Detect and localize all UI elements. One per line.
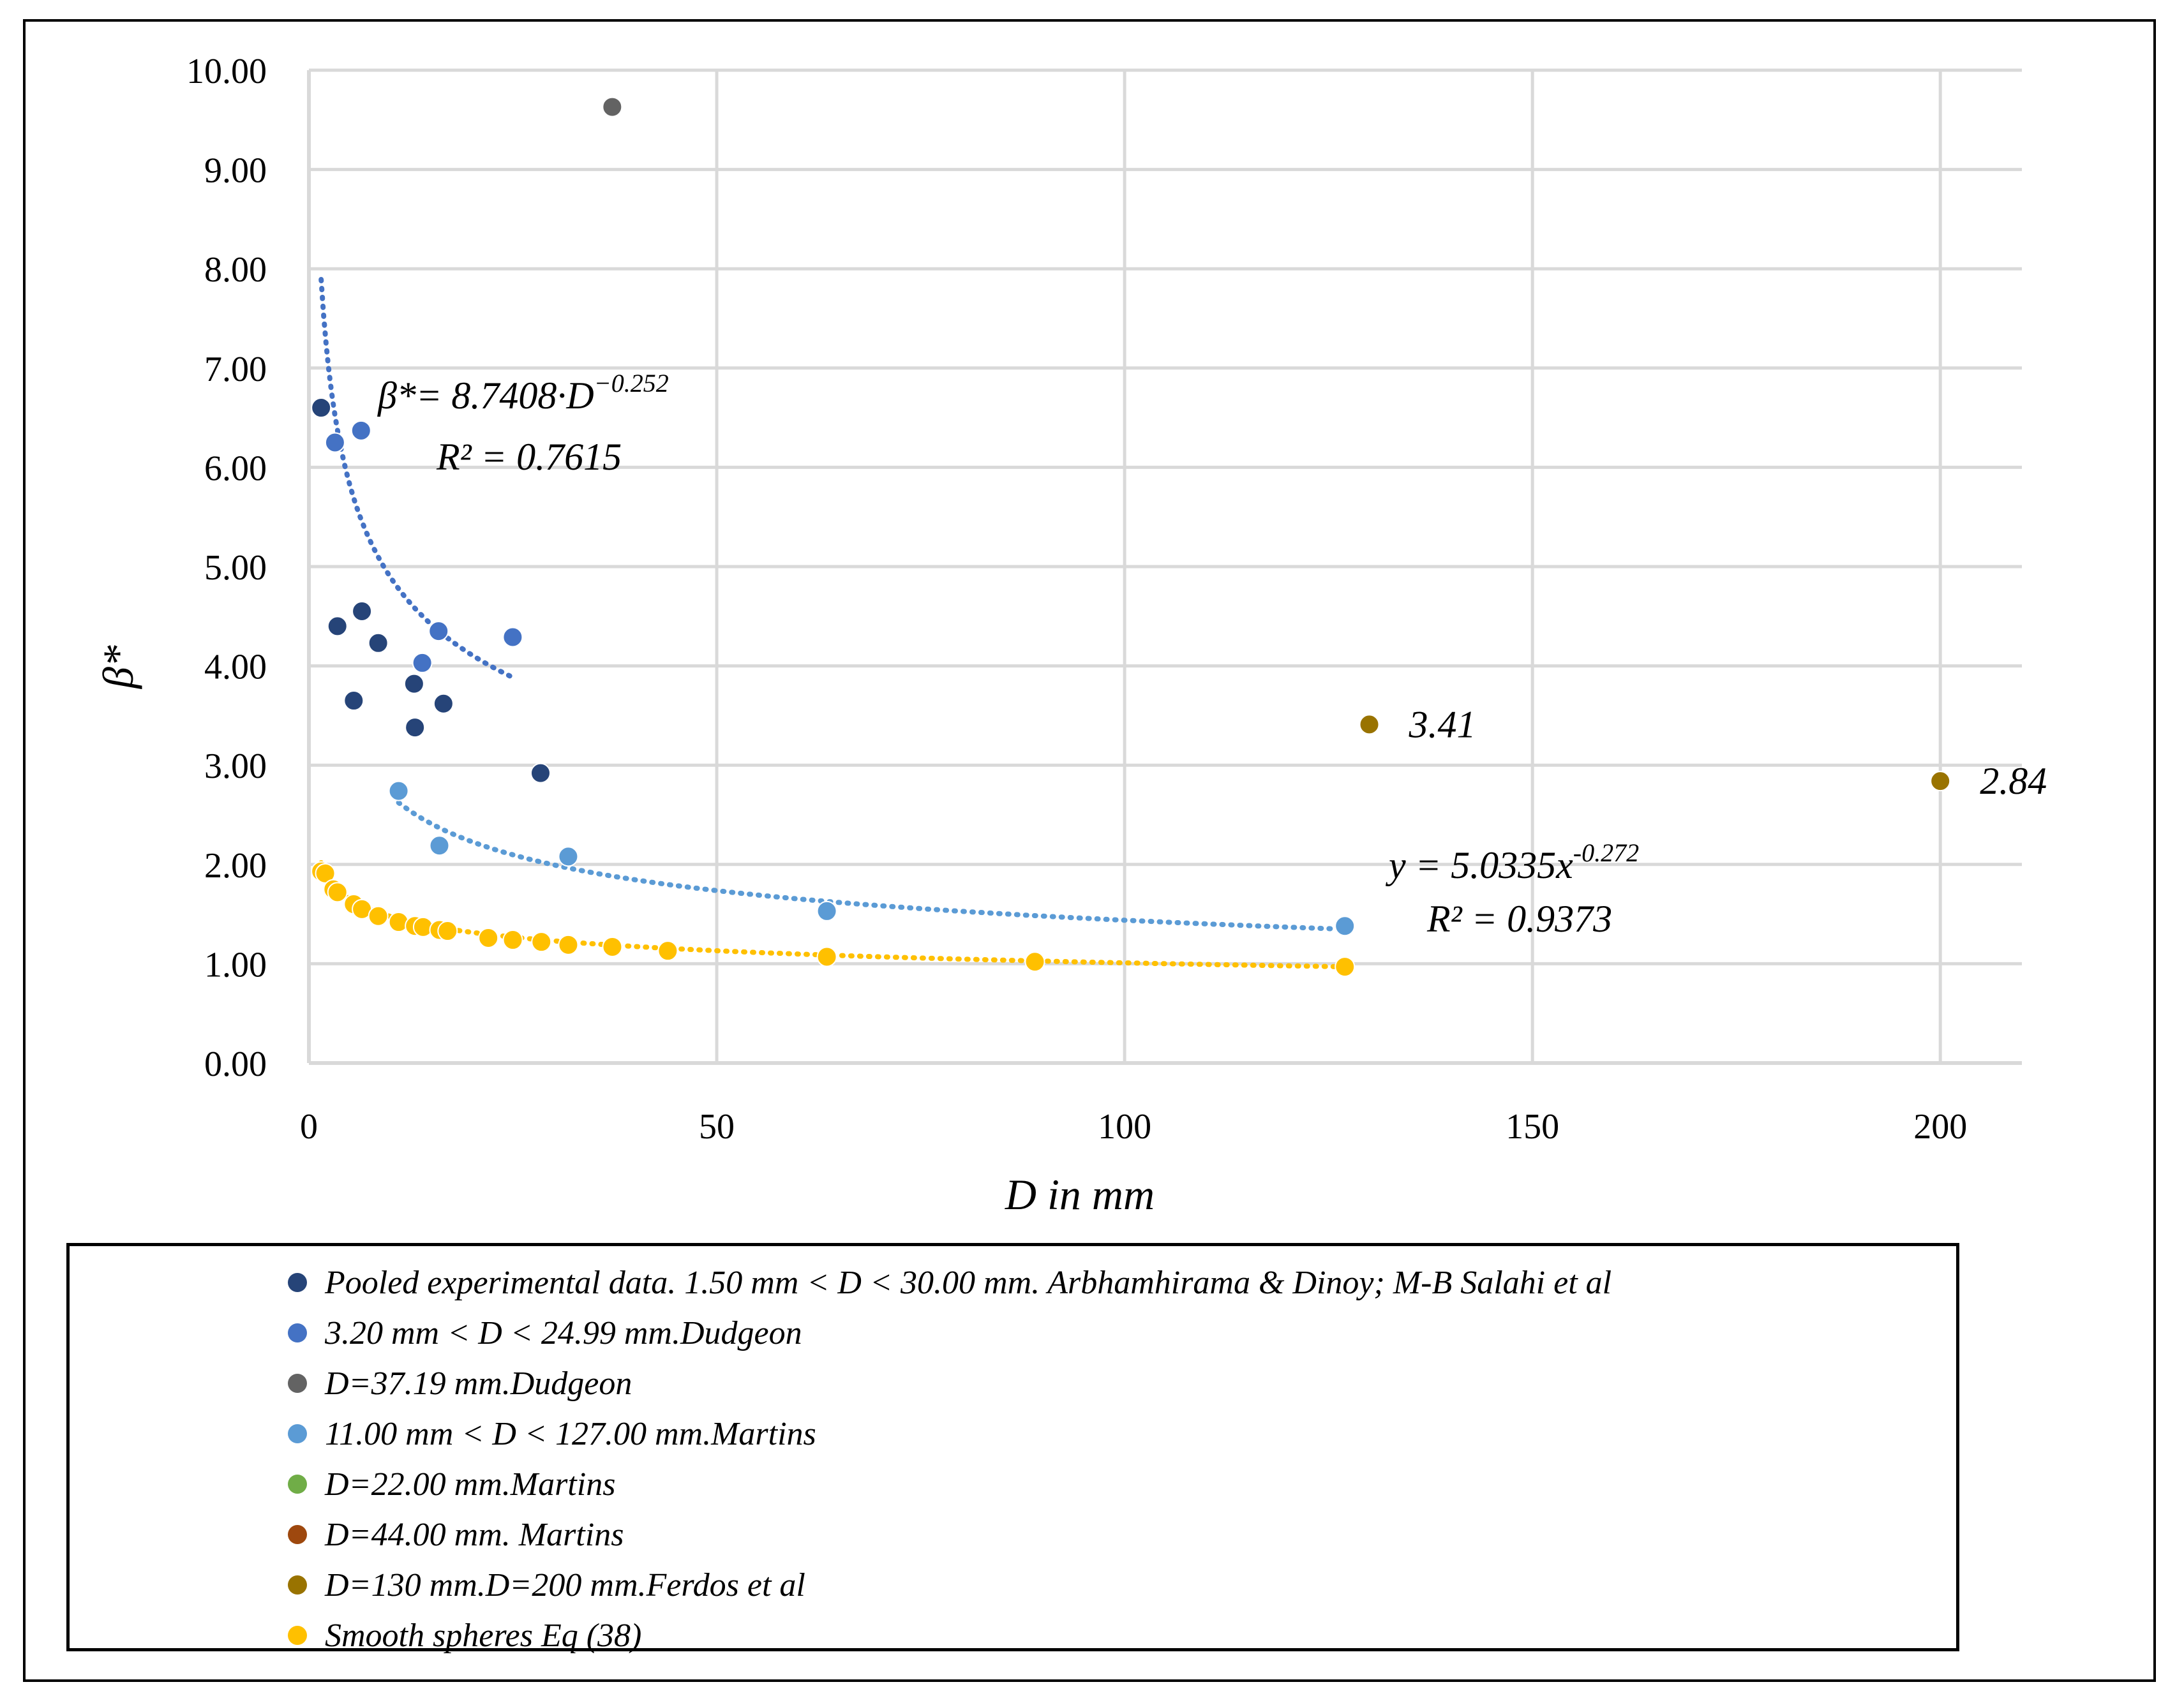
data-point-s0 — [403, 673, 424, 694]
legend-item: Pooled experimental data. 1.50 mm < D < … — [288, 1260, 1612, 1305]
legend-item: 3.20 mm < D < 24.99 mm.Dudgeon — [288, 1311, 802, 1355]
dudgeon-fit-equation: β*= 8.7408·D−0.252 — [377, 369, 669, 417]
y-tick-label: 8.00 — [204, 250, 267, 290]
data-point-s0 — [433, 693, 454, 714]
dudgeon-fit-formula: β*= 8.7408·D — [377, 375, 594, 417]
gridlines — [309, 68, 2022, 1063]
legend-item: D=22.00 mm.Martins — [288, 1462, 615, 1506]
data-point-s7 — [1024, 951, 1045, 972]
x-tick-label: 200 — [1913, 1107, 1967, 1147]
data-point-s0 — [311, 398, 332, 419]
data-point-s7 — [437, 921, 458, 942]
data-point-s3 — [1335, 916, 1356, 937]
trendline-0 — [318, 277, 516, 680]
data-point-s7 — [558, 934, 579, 955]
legend-label: D=44.00 mm. Martins — [325, 1516, 624, 1553]
data-point-s1 — [350, 420, 371, 441]
legend-marker — [288, 1374, 307, 1393]
legend-item: Smooth spheres Eq (38) — [288, 1613, 641, 1658]
data-point-s7 — [478, 927, 499, 948]
data-point-s7 — [1335, 956, 1356, 978]
data-point-s7 — [327, 882, 348, 903]
data-label: 2.84 — [1980, 760, 2047, 802]
data-point-s0 — [343, 690, 364, 711]
data-point-s1 — [428, 621, 449, 642]
data-point-s2 — [602, 96, 623, 117]
x-tick-label: 150 — [1506, 1107, 1559, 1147]
trendline-1 — [396, 800, 1348, 932]
data-point-s1 — [502, 627, 523, 648]
legend-label: Smooth spheres Eq (38) — [325, 1617, 642, 1654]
y-tick-label: 3.00 — [204, 747, 267, 786]
legend-label: D=37.19 mm.Dudgeon — [325, 1365, 632, 1402]
data-point-s7 — [368, 905, 389, 926]
y-tick-label: 9.00 — [204, 151, 267, 191]
legend-item: D=44.00 mm. Martins — [288, 1512, 624, 1557]
x-tick-label: 0 — [300, 1107, 318, 1147]
legend-item: D=37.19 mm.Dudgeon — [288, 1361, 632, 1406]
y-tick-label: 5.00 — [204, 548, 267, 588]
chart-plot: 0.00 1.00 2.00 3.00 4.00 5.00 6.00 7.00 8.00 9.00… — [94, 52, 2047, 1219]
legend-marker — [288, 1424, 307, 1443]
legend-marker — [288, 1626, 307, 1645]
data-point-s7 — [657, 941, 678, 962]
y-tick-label: 2.00 — [204, 846, 267, 886]
legend-item: 11.00 mm < D < 127.00 mm.Martins — [288, 1411, 816, 1456]
y-tick-label: 10.00 — [186, 52, 267, 91]
dudgeon-fit-exponent: −0.252 — [594, 369, 669, 398]
data-point-s6 — [1930, 771, 1951, 792]
legend-item: D=130 mm.D=200 mm.Ferdos et al — [288, 1563, 805, 1607]
legend-label: D=130 mm.D=200 mm.Ferdos et al — [325, 1566, 805, 1603]
legend-label: 3.20 mm < D < 24.99 mm.Dudgeon — [325, 1314, 802, 1351]
legend: Pooled experimental data. 1.50 mm < D < … — [66, 1243, 1959, 1654]
legend-label: Pooled experimental data. 1.50 mm < D < … — [325, 1264, 1612, 1301]
data-point-s0 — [352, 601, 373, 622]
legend-marker — [288, 1575, 307, 1595]
data-point-s7 — [315, 863, 336, 884]
martins-fit-exponent: -0.272 — [1573, 838, 1639, 867]
data-point-s3 — [388, 780, 409, 801]
y-tick-label: 1.00 — [204, 945, 267, 985]
dudgeon-fit-r2: R² = 0.7615 — [436, 436, 622, 478]
data-point-s0 — [327, 616, 348, 637]
martins-fit-formula: y = 5.0335x — [1385, 844, 1573, 886]
x-tick-label: 100 — [1098, 1107, 1151, 1147]
data-point-s0 — [530, 762, 551, 784]
tick-labels: 0.00 1.00 2.00 3.00 4.00 5.00 6.00 7.00 8.00 9.00… — [186, 52, 1967, 1147]
data-point-s6 — [1359, 714, 1380, 735]
legend-marker — [288, 1475, 307, 1494]
data-labels: 3.41 2.84 — [1409, 703, 2047, 802]
data-point-s7 — [602, 936, 623, 957]
data-point-s3 — [558, 846, 579, 867]
y-tick-label: 4.00 — [204, 648, 267, 687]
data-point-s0 — [405, 717, 426, 738]
x-tick-label: 50 — [699, 1107, 735, 1147]
y-tick-label: 0.00 — [204, 1045, 267, 1084]
data-point-s7 — [502, 930, 523, 951]
martins-fit-equation: y = 5.0335x-0.272 — [1385, 838, 1639, 886]
data-point-s0 — [368, 632, 389, 653]
legend-label: 11.00 mm < D < 127.00 mm.Martins — [325, 1415, 816, 1452]
data-point-s1 — [412, 652, 433, 673]
data-point-s7 — [531, 932, 552, 953]
data-label: 3.41 — [1409, 703, 1476, 745]
y-tick-label: 7.00 — [204, 350, 267, 389]
martins-fit-r2: R² = 0.9373 — [1426, 898, 1612, 940]
data-point-s3 — [816, 900, 837, 921]
x-axis-title: D in mm — [1005, 1170, 1155, 1219]
axes — [307, 70, 2022, 1065]
figure-frame — [23, 19, 2156, 1682]
data-point-s7 — [816, 946, 837, 967]
legend-marker — [288, 1273, 307, 1292]
y-tick-label: 6.00 — [204, 449, 267, 488]
data-point-s1 — [324, 432, 345, 453]
data-point-s3 — [429, 835, 450, 856]
y-axis-title: β* — [94, 645, 142, 690]
legend-marker — [288, 1525, 307, 1544]
legend-marker — [288, 1323, 307, 1342]
legend-label: D=22.00 mm.Martins — [325, 1466, 616, 1503]
data-points — [311, 96, 1951, 978]
